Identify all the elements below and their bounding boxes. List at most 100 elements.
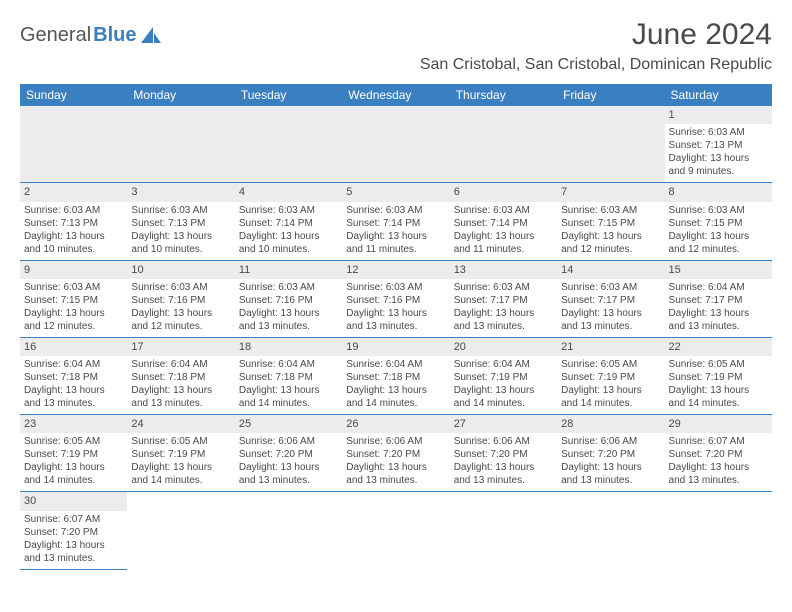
sunset-line: Sunset: 7:19 PM (561, 372, 635, 383)
day-number: 1 (665, 106, 772, 124)
sunset-line: Sunset: 7:14 PM (346, 218, 420, 229)
daylight-line: Daylight: 13 hours and 13 minutes. (561, 308, 642, 332)
day-number: 27 (450, 415, 557, 433)
day-number: 23 (20, 415, 127, 433)
daylight-line: Daylight: 13 hours and 14 minutes. (561, 385, 642, 409)
weekday-header: Monday (127, 84, 234, 106)
day-number: 17 (127, 338, 234, 356)
sunset-line: Sunset: 7:18 PM (346, 372, 420, 383)
day-number: 28 (557, 415, 664, 433)
day-number: 4 (235, 183, 342, 201)
sunrise-line: Sunrise: 6:06 AM (239, 436, 315, 447)
daylight-line: Daylight: 13 hours and 12 minutes. (131, 308, 212, 332)
sunrise-line: Sunrise: 6:03 AM (131, 205, 207, 216)
calendar-cell: 16Sunrise: 6:04 AMSunset: 7:18 PMDayligh… (20, 337, 127, 414)
calendar-cell: 12Sunrise: 6:03 AMSunset: 7:16 PMDayligh… (342, 260, 449, 337)
sunrise-line: Sunrise: 6:03 AM (346, 205, 422, 216)
calendar-cell (20, 106, 127, 183)
calendar-cell: 5Sunrise: 6:03 AMSunset: 7:14 PMDaylight… (342, 183, 449, 260)
calendar-row: 30Sunrise: 6:07 AMSunset: 7:20 PMDayligh… (20, 492, 772, 569)
sunrise-line: Sunrise: 6:04 AM (346, 359, 422, 370)
calendar-cell: 19Sunrise: 6:04 AMSunset: 7:18 PMDayligh… (342, 337, 449, 414)
sunrise-line: Sunrise: 6:06 AM (561, 436, 637, 447)
weekday-header: Thursday (450, 84, 557, 106)
sunrise-line: Sunrise: 6:03 AM (669, 205, 745, 216)
daylight-line: Daylight: 13 hours and 13 minutes. (239, 308, 320, 332)
calendar-cell: 22Sunrise: 6:05 AMSunset: 7:19 PMDayligh… (665, 337, 772, 414)
sunrise-line: Sunrise: 6:03 AM (669, 127, 745, 138)
daylight-line: Daylight: 13 hours and 14 minutes. (131, 462, 212, 486)
page-title: June 2024 (632, 18, 772, 52)
sunrise-line: Sunrise: 6:05 AM (24, 436, 100, 447)
calendar-cell: 17Sunrise: 6:04 AMSunset: 7:18 PMDayligh… (127, 337, 234, 414)
sunset-line: Sunset: 7:20 PM (669, 449, 743, 460)
daylight-line: Daylight: 13 hours and 14 minutes. (24, 462, 105, 486)
sunrise-line: Sunrise: 6:07 AM (24, 514, 100, 525)
day-number: 25 (235, 415, 342, 433)
sunrise-line: Sunrise: 6:03 AM (239, 282, 315, 293)
sunrise-line: Sunrise: 6:06 AM (346, 436, 422, 447)
calendar-cell: 29Sunrise: 6:07 AMSunset: 7:20 PMDayligh… (665, 415, 772, 492)
sunrise-line: Sunrise: 6:06 AM (454, 436, 530, 447)
calendar-cell: 25 Sunrise: 6:06 AM Sunset: 7:20 PM Dayligh… (235, 415, 342, 492)
sunset-line: Sunset: 7:16 PM (239, 295, 313, 306)
sunset-line: Sunset: 7:20 PM (239, 449, 313, 460)
calendar-cell (342, 106, 449, 183)
sunrise-line: Sunrise: 6:03 AM (24, 282, 100, 293)
weekday-header-row: Sunday Monday Tuesday Wednesday Thursday… (20, 84, 772, 106)
brand-sail-icon (141, 27, 163, 45)
day-number: 16 (20, 338, 127, 356)
calendar-body: 1 Sunrise: 6:03 AM Sunset: 7:13 PM Daylight… (20, 106, 772, 569)
day-number: 29 (665, 415, 772, 433)
weekday-header: Sunday (20, 84, 127, 106)
sunset-line: Sunset: 7:15 PM (669, 218, 743, 229)
day-number: 9 (20, 261, 127, 279)
sunrise-line: Sunrise: 6:03 AM (239, 205, 315, 216)
sunrise-line: Sunrise: 6:03 AM (131, 282, 207, 293)
sunset-line: Sunset: 7:19 PM (669, 372, 743, 383)
calendar-cell: 3 Sunrise: 6:03 AM Sunset: 7:13 PM Daylight… (127, 183, 234, 260)
sunset-line: Sunset: 7:17 PM (669, 295, 743, 306)
calendar-cell: 9Sunrise: 6:03 AMSunset: 7:15 PMDaylight… (20, 260, 127, 337)
daylight-line: Daylight: 13 hours and 12 minutes. (24, 308, 105, 332)
day-number: 10 (127, 261, 234, 279)
day-number: 7 (557, 183, 664, 201)
calendar-table: Sunday Monday Tuesday Wednesday Thursday… (20, 84, 772, 570)
weekday-header: Friday (557, 84, 664, 106)
daylight-line: Daylight: 13 hours and 14 minutes. (239, 385, 320, 409)
daylight-line: Daylight: 13 hours and 13 minutes. (669, 462, 750, 486)
sunset-line: Sunset: 7:20 PM (454, 449, 528, 460)
sunrise-line: Sunrise: 6:03 AM (561, 205, 637, 216)
calendar-row: 16 Sunrise: 6:04 AM Sunset: 7:18 PM Dayligh… (20, 337, 772, 414)
daylight-line: Daylight: 13 hours and 13 minutes. (239, 462, 320, 486)
sunset-line: Sunset: 7:13 PM (131, 218, 205, 229)
calendar-cell: 14Sunrise: 6:03 AMSunset: 7:17 PMDayligh… (557, 260, 664, 337)
calendar-cell (557, 492, 664, 569)
calendar-row: 1Sunrise: 6:03 AMSunset: 7:13 PMDaylight… (20, 106, 772, 183)
daylight-line: Daylight: 13 hours and 12 minutes. (669, 231, 750, 255)
sunset-line: Sunset: 7:18 PM (239, 372, 313, 383)
calendar-cell: 20Sunrise: 6:04 AMSunset: 7:19 PMDayligh… (450, 337, 557, 414)
daylight-line: Daylight: 13 hours and 13 minutes. (24, 385, 105, 409)
daylight-line: Daylight: 13 hours and 10 minutes. (131, 231, 212, 255)
weekday-header: Tuesday (235, 84, 342, 106)
sunset-line: Sunset: 7:13 PM (24, 218, 98, 229)
calendar-cell: 2Sunrise: 6:03 AMSunset: 7:13 PMDaylight… (20, 183, 127, 260)
sunrise-line: Sunrise: 6:03 AM (24, 205, 100, 216)
day-number: 2 (20, 183, 127, 201)
sunset-line: Sunset: 7:20 PM (346, 449, 420, 460)
daylight-line: Daylight: 13 hours and 13 minutes. (454, 462, 535, 486)
day-number: 13 (450, 261, 557, 279)
calendar-cell: 18Sunrise: 6:04 AMSunset: 7:18 PMDayligh… (235, 337, 342, 414)
calendar-cell (557, 106, 664, 183)
sunrise-line: Sunrise: 6:03 AM (346, 282, 422, 293)
day-number: 12 (342, 261, 449, 279)
sunset-line: Sunset: 7:14 PM (239, 218, 313, 229)
day-number: 3 (127, 183, 234, 201)
sunset-line: Sunset: 7:14 PM (454, 218, 528, 229)
calendar-cell (450, 106, 557, 183)
calendar-cell: 15Sunrise: 6:04 AMSunset: 7:17 PMDayligh… (665, 260, 772, 337)
sunrise-line: Sunrise: 6:04 AM (239, 359, 315, 370)
day-number: 8 (665, 183, 772, 201)
daylight-line: Daylight: 13 hours and 11 minutes. (454, 231, 535, 255)
